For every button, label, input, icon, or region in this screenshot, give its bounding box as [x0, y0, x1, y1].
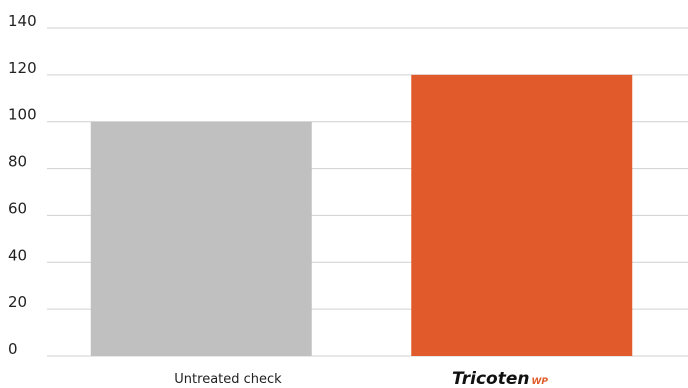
y-tick-label-40: 40: [8, 246, 27, 264]
y-tick-label-100: 100: [8, 106, 37, 124]
y-tick-label-0: 0: [8, 340, 18, 358]
brand-name: Tricoten: [452, 369, 529, 388]
y-tick-label-120: 120: [8, 59, 37, 77]
y-tick-label-140: 140: [8, 12, 37, 30]
tricoten-wp-logo: Tricoten WP: [452, 369, 548, 388]
y-tick-label-60: 60: [8, 199, 27, 217]
y-tick-label-20: 20: [8, 293, 27, 311]
y-tick-label-80: 80: [8, 153, 27, 171]
x-axis-category-labels: Untreated check Tricoten WP: [174, 369, 548, 388]
category-label-untreated-check: Untreated check: [174, 372, 282, 387]
tricoten-logo-text: Tricoten WP: [452, 369, 548, 388]
y-axis-tick-labels: 0 20 40 60 80 100 120 140: [8, 12, 37, 358]
brand-suffix: WP: [531, 377, 548, 387]
bar-tricoten-wp: [411, 75, 632, 356]
bar-untreated-check: [91, 122, 312, 356]
